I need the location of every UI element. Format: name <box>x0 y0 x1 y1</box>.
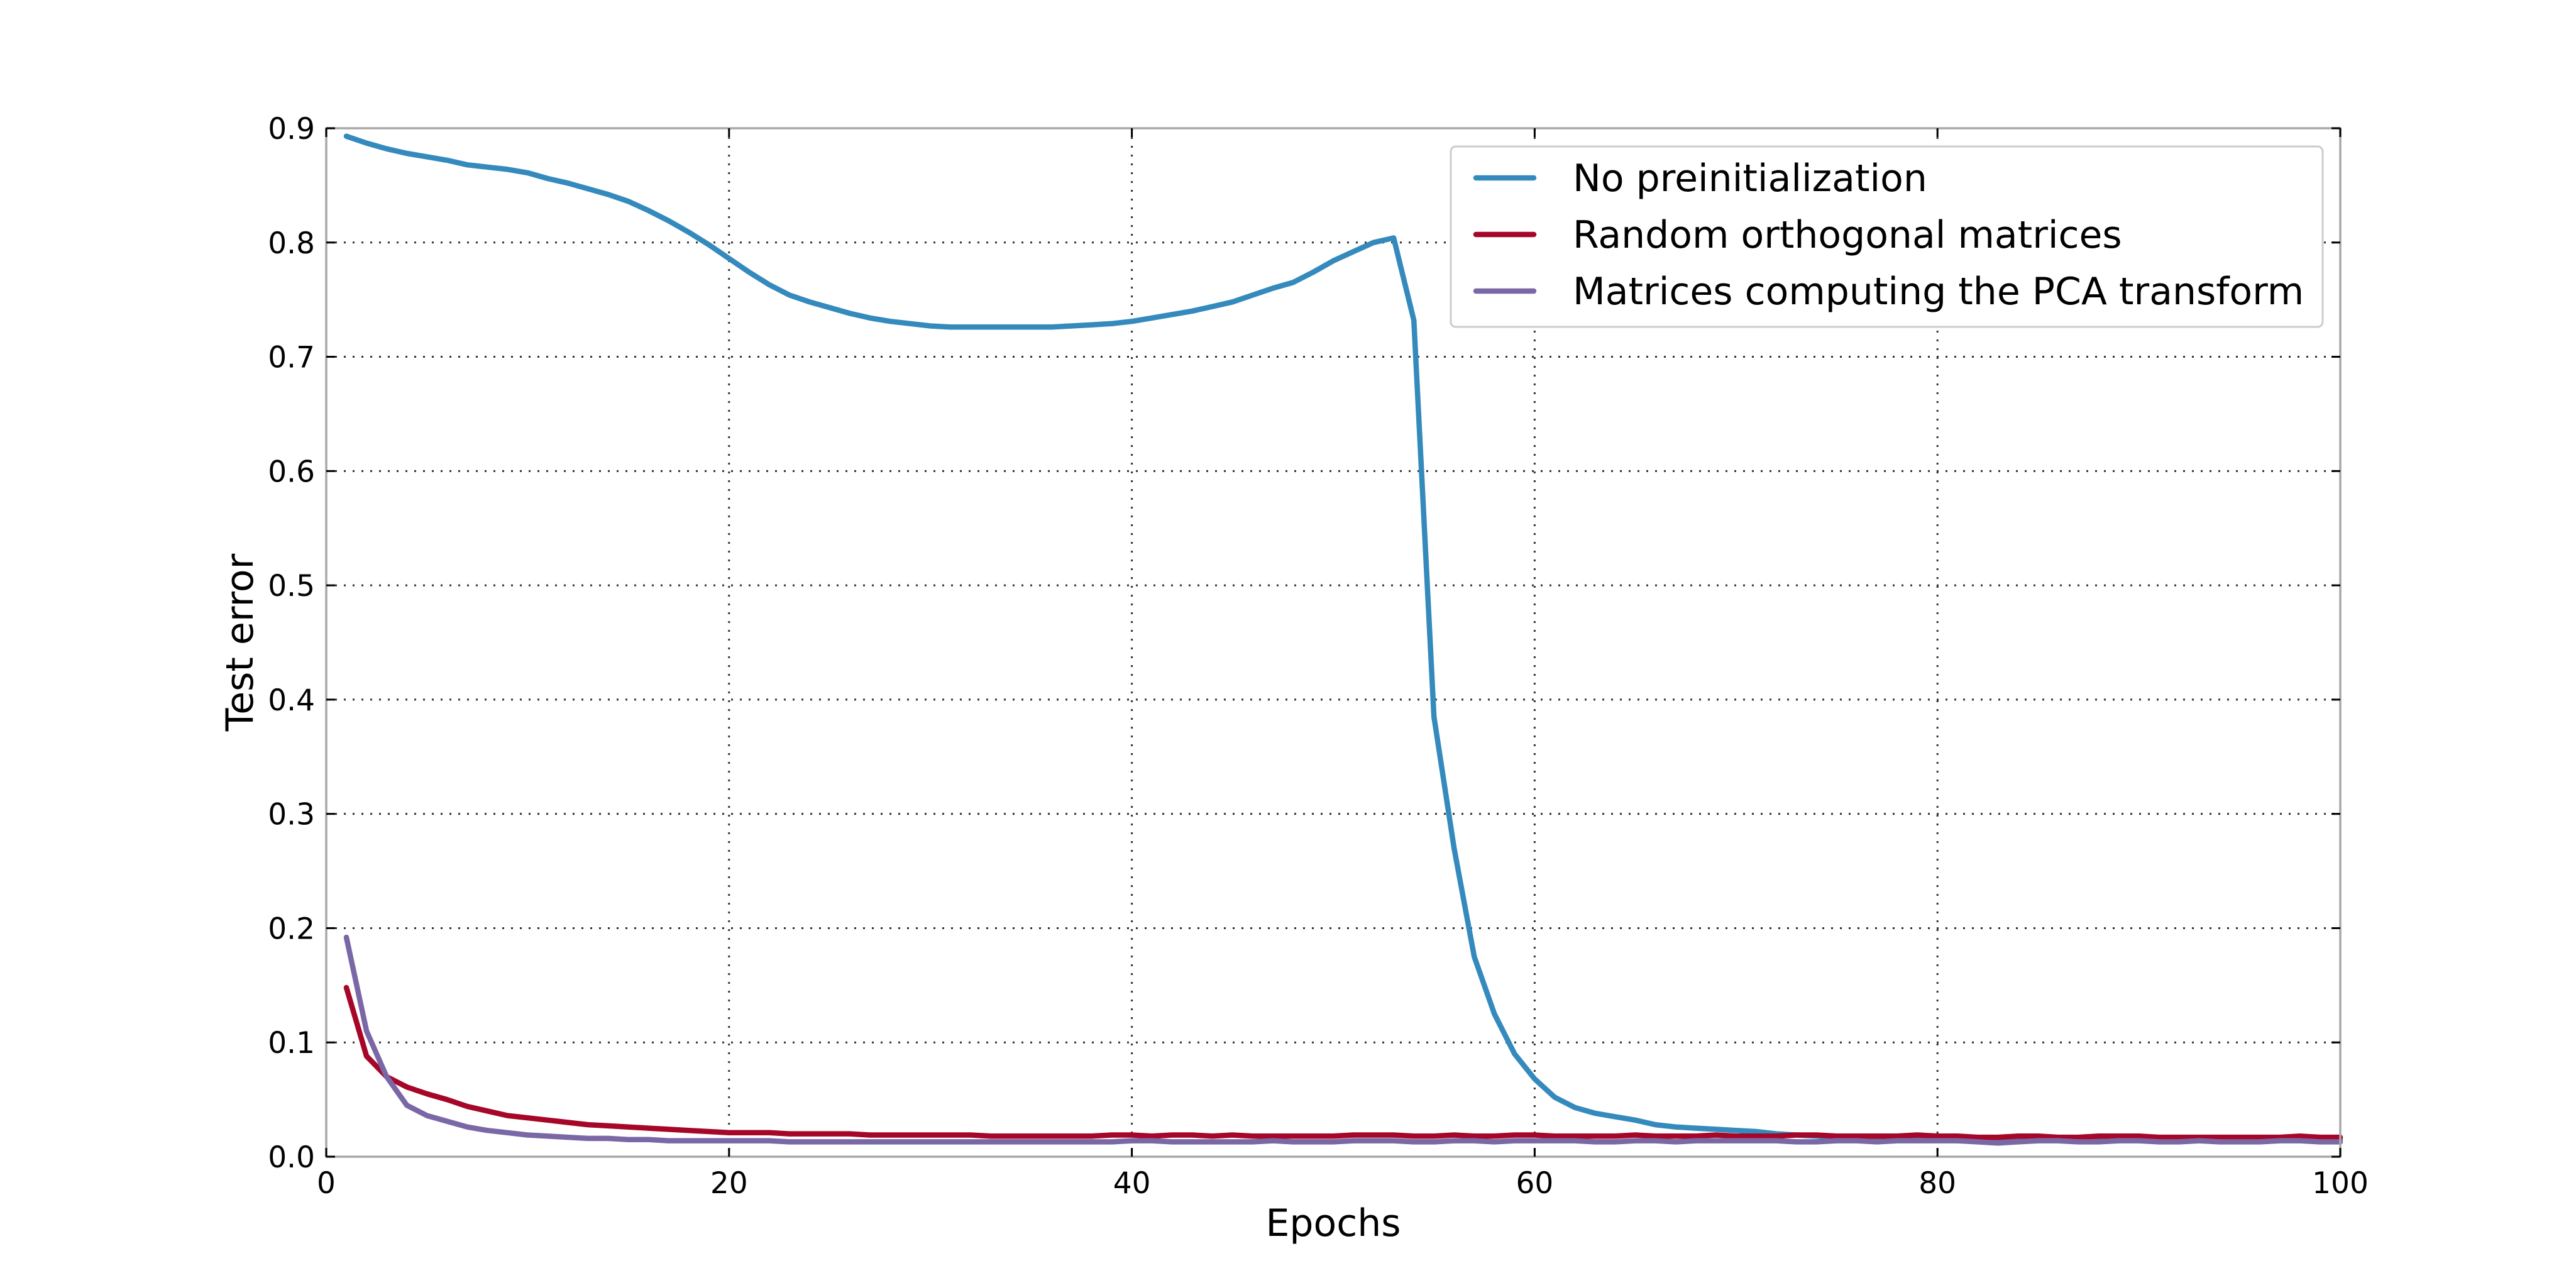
y-tick-label: 0.5 <box>268 569 315 603</box>
grid-lines <box>326 128 2340 1157</box>
x-tick-label: 20 <box>710 1166 748 1201</box>
y-tick-label: 0.8 <box>268 226 315 261</box>
x-tick-label: 60 <box>1516 1166 1553 1201</box>
series-line-2 <box>343 984 2343 1140</box>
y-tick-label: 0.9 <box>268 112 315 146</box>
legend: No preinitialization Random orthogonal ma… <box>1450 145 2324 328</box>
x-axis-label: Epochs <box>1266 1201 1401 1245</box>
x-tick-label: 100 <box>2312 1166 2369 1201</box>
legend-label-2: Random orthogonal matrices <box>1573 213 2122 257</box>
y-tick-label: 0.0 <box>268 1140 315 1175</box>
y-tick-label: 0.3 <box>268 798 315 832</box>
x-tick-label: 40 <box>1113 1166 1151 1201</box>
x-tick-label: 0 <box>317 1166 336 1201</box>
axis-ticks: 0 20 40 60 80 100 0.0 0.1 0.2 0.3 0.4 0.5 0.6 0.7 0.8 0… <box>268 112 2369 1201</box>
y-tick-label: 0.7 <box>268 341 315 375</box>
series-line-1 <box>343 133 2343 1142</box>
y-tick-label: 0.6 <box>268 455 315 489</box>
y-tick-label: 0.2 <box>268 912 315 946</box>
plot-frame <box>325 127 2342 1158</box>
y-axis-label: Test error <box>218 553 262 732</box>
x-tick-label: 80 <box>1918 1166 1956 1201</box>
legend-label-3: Matrices computing the PCA transform <box>1573 270 2304 314</box>
y-tick-label: 0.1 <box>268 1026 315 1061</box>
legend-label-1: No preinitialization <box>1573 157 1927 201</box>
y-tick-label: 0.4 <box>268 683 315 718</box>
legend-box <box>1450 145 2324 328</box>
series-lines <box>343 133 2343 1146</box>
series-line-3 <box>343 934 2343 1146</box>
